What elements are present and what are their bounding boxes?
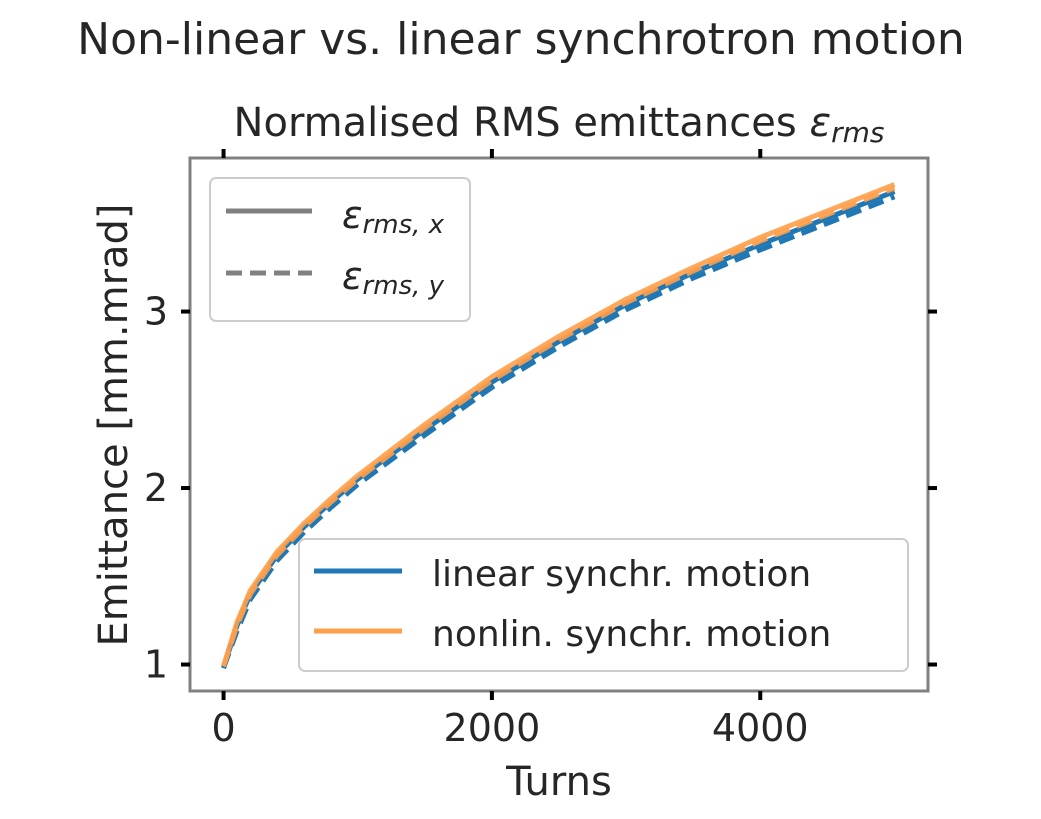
x-axis-label: Turns xyxy=(505,759,612,805)
style-legend-label-y: εrms, y xyxy=(342,254,445,301)
axes-title-text: Normalised RMS emittances xyxy=(234,100,810,146)
axes-title-symbol: ε xyxy=(809,100,831,146)
series-legend-box xyxy=(298,538,909,672)
series-legend-label-linear: linear synchr. motion xyxy=(432,554,811,595)
series-layer xyxy=(221,182,896,669)
series-line-2 xyxy=(221,182,896,668)
y-axis-label: Emittance [mm.mrad] xyxy=(91,203,137,646)
x-tick-label: 4000 xyxy=(712,706,809,750)
y-tick-label: 2 xyxy=(144,466,168,510)
x-tick-label: 2000 xyxy=(444,706,541,750)
series-line-3 xyxy=(221,185,896,668)
figure-suptitle: Non-linear vs. linear synchrotron motion xyxy=(77,14,965,65)
style-legend-label-x: εrms, x xyxy=(342,193,445,240)
series-line-1 xyxy=(221,194,896,669)
y-tick-label: 3 xyxy=(144,290,168,334)
y-tick-label: 1 xyxy=(144,643,168,687)
series-legend: linear synchr. motion nonlin. synchr. mo… xyxy=(298,538,909,672)
style-legend-box xyxy=(209,177,471,322)
axes-title: Normalised RMS emittances εrms xyxy=(234,100,885,149)
style-legend: εrms, x εrms, y xyxy=(209,177,471,322)
axes-title-subscript: rms xyxy=(831,116,884,149)
x-tick-label: 0 xyxy=(211,706,235,750)
series-legend-label-nonlinear: nonlin. synchr. motion xyxy=(432,614,831,655)
tick-layer: 0 2000 4000 1 2 3 xyxy=(144,149,937,750)
